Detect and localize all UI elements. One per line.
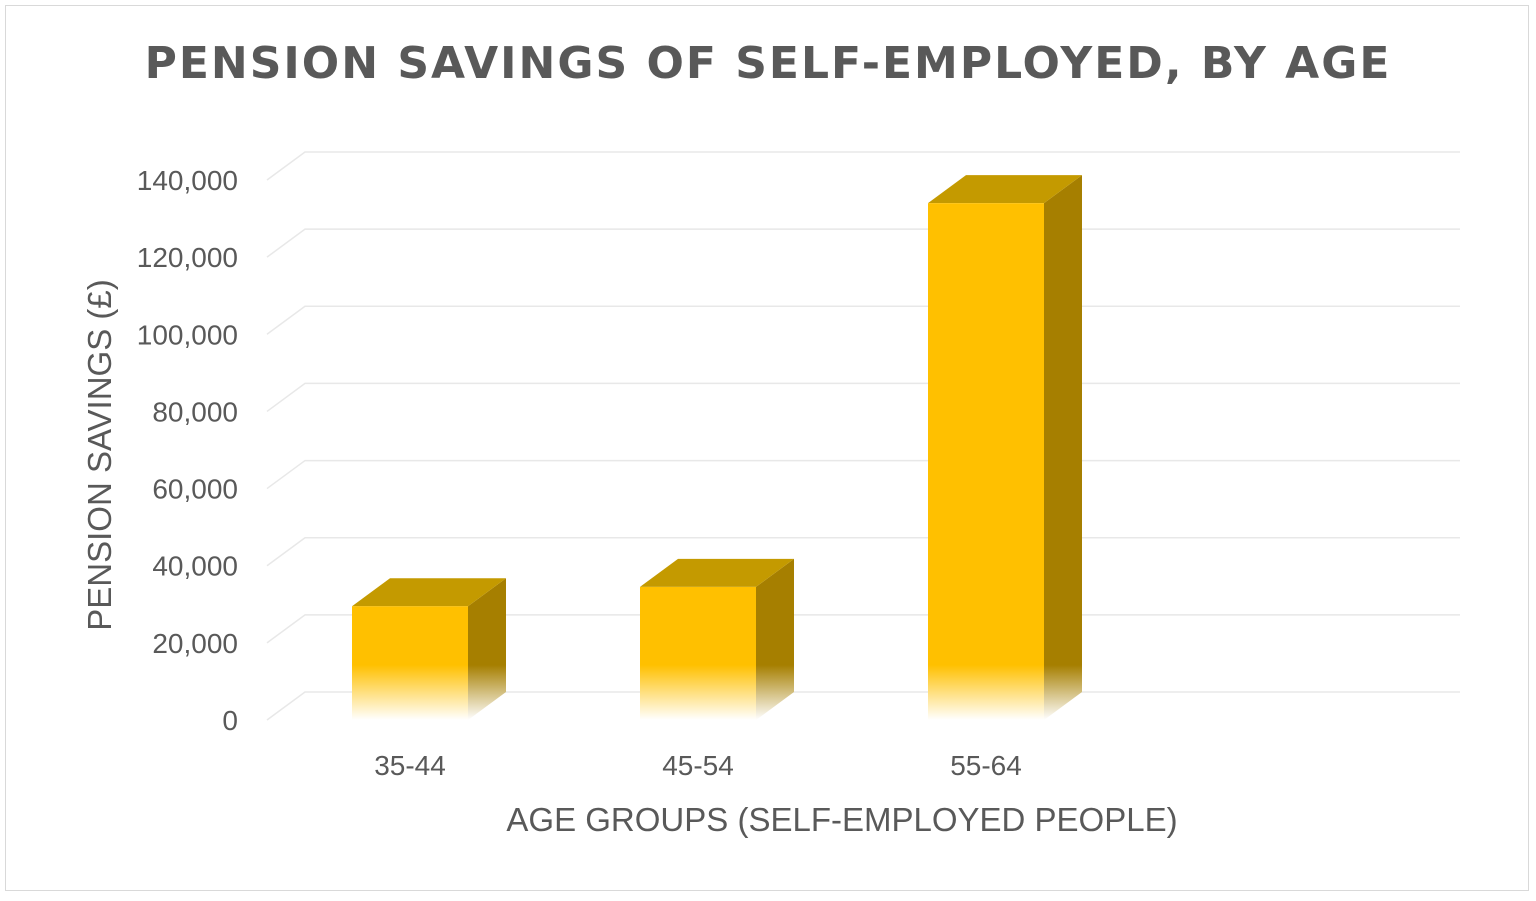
gridline bbox=[266, 151, 1460, 181]
bar-side bbox=[756, 558, 794, 720]
bar bbox=[640, 558, 794, 720]
bar-side bbox=[1044, 175, 1082, 720]
gridline bbox=[266, 305, 1460, 335]
bar-front bbox=[640, 586, 756, 720]
y-tick-label: 20,000 bbox=[152, 628, 238, 659]
y-tick-label: 100,000 bbox=[137, 319, 238, 350]
bar-top bbox=[928, 175, 1082, 204]
gridline bbox=[266, 536, 1460, 567]
x-tick-label: 55-64 bbox=[950, 750, 1022, 781]
y-tick-label: 60,000 bbox=[152, 474, 238, 505]
gridline bbox=[266, 382, 1460, 413]
y-tick-label: 80,000 bbox=[152, 396, 238, 427]
x-tick-label: 45-54 bbox=[662, 750, 734, 781]
y-tick-label: 140,000 bbox=[137, 165, 238, 196]
chart-title: PENSION SAVINGS OF SELF-EMPLOYED, BY AGE bbox=[144, 38, 1392, 89]
y-axis-ticks: 0 20,000 40,000 60,000 80,000 100,000 120,000 1… bbox=[137, 165, 238, 736]
x-axis-ticks: 35-44 45-54 55-64 bbox=[374, 750, 1022, 781]
bar-top bbox=[640, 558, 794, 587]
bar-top bbox=[352, 578, 506, 607]
bars bbox=[352, 175, 1082, 720]
y-axis-title: PENSION SAVINGS (£) bbox=[81, 279, 118, 630]
y-tick-label: 40,000 bbox=[152, 551, 238, 582]
bar bbox=[352, 578, 506, 720]
y-tick-label: 0 bbox=[222, 705, 238, 736]
x-tick-label: 35-44 bbox=[374, 750, 446, 781]
bar bbox=[928, 175, 1082, 720]
bar-front bbox=[352, 606, 468, 720]
y-tick-label: 120,000 bbox=[137, 242, 238, 273]
gridline bbox=[266, 228, 1460, 258]
gridline bbox=[266, 459, 1460, 490]
bar-front bbox=[928, 203, 1044, 720]
x-axis-title: AGE GROUPS (SELF-EMPLOYED PEOPLE) bbox=[506, 801, 1177, 838]
bar-side bbox=[468, 578, 506, 720]
